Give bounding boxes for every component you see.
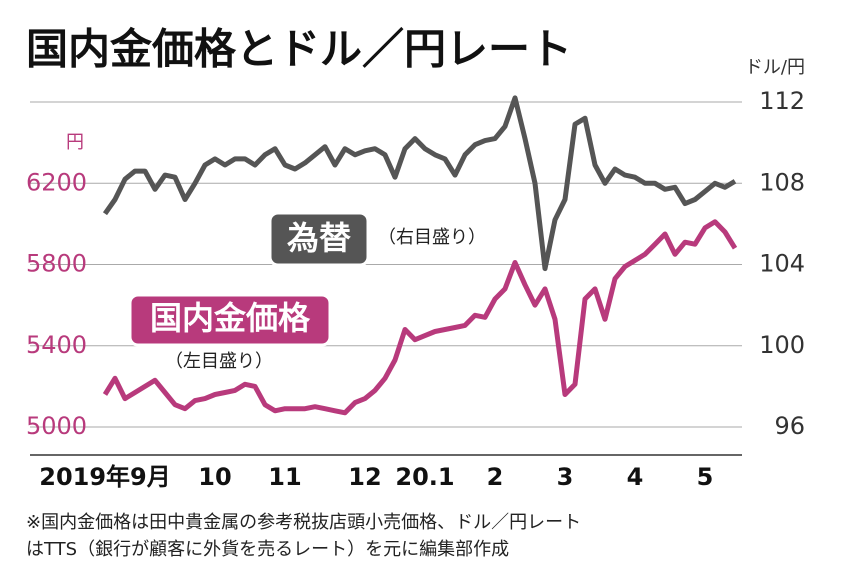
y-tick-label: 5000 [26,412,87,440]
x-tick-label: 5 [697,463,714,491]
y-axis-label: 円 [66,132,84,153]
footnote: ※国内金価格は田中貴金属の参考税抜店頭小売価格、ドル／円レート [26,512,581,533]
legend-box [268,211,370,267]
annotation: （右目盛り） [378,227,486,248]
x-tick-label: 11 [268,463,301,491]
y-tick-label: 6200 [26,168,87,196]
x-tick-label: 4 [627,463,644,491]
x-tick-label: 20.1 [395,463,454,491]
footnote: はTTS（銀行が顧客に外貨を売るレート）を元に編集部作成 [26,539,509,560]
y2-tick-label: 108 [759,168,805,196]
y-tick-label: 5400 [26,331,87,359]
y2-axis-label: ドル/円 [745,57,805,78]
chart-title: 国内金価格とドル／円レート [26,25,572,74]
legend-label: 国内金価格 [150,299,311,337]
legend-label: 為替 [287,219,351,257]
line-series [102,219,738,416]
y2-tick-label: 104 [759,250,805,278]
annotation: （左目盛り） [165,351,273,372]
y2-tick-label: 96 [774,412,805,440]
x-tick-label: 2019年9月 [39,463,171,491]
x-tick-label: 10 [198,463,231,491]
x-tick-label: 3 [557,463,574,491]
y2-tick-label: 112 [759,87,805,115]
y-tick-label: 5800 [26,250,87,278]
legend-box [128,293,332,347]
line-series [102,95,737,272]
x-tick-label: 12 [348,463,381,491]
x-tick-label: 2 [487,463,504,491]
y2-tick-label: 100 [759,331,805,359]
